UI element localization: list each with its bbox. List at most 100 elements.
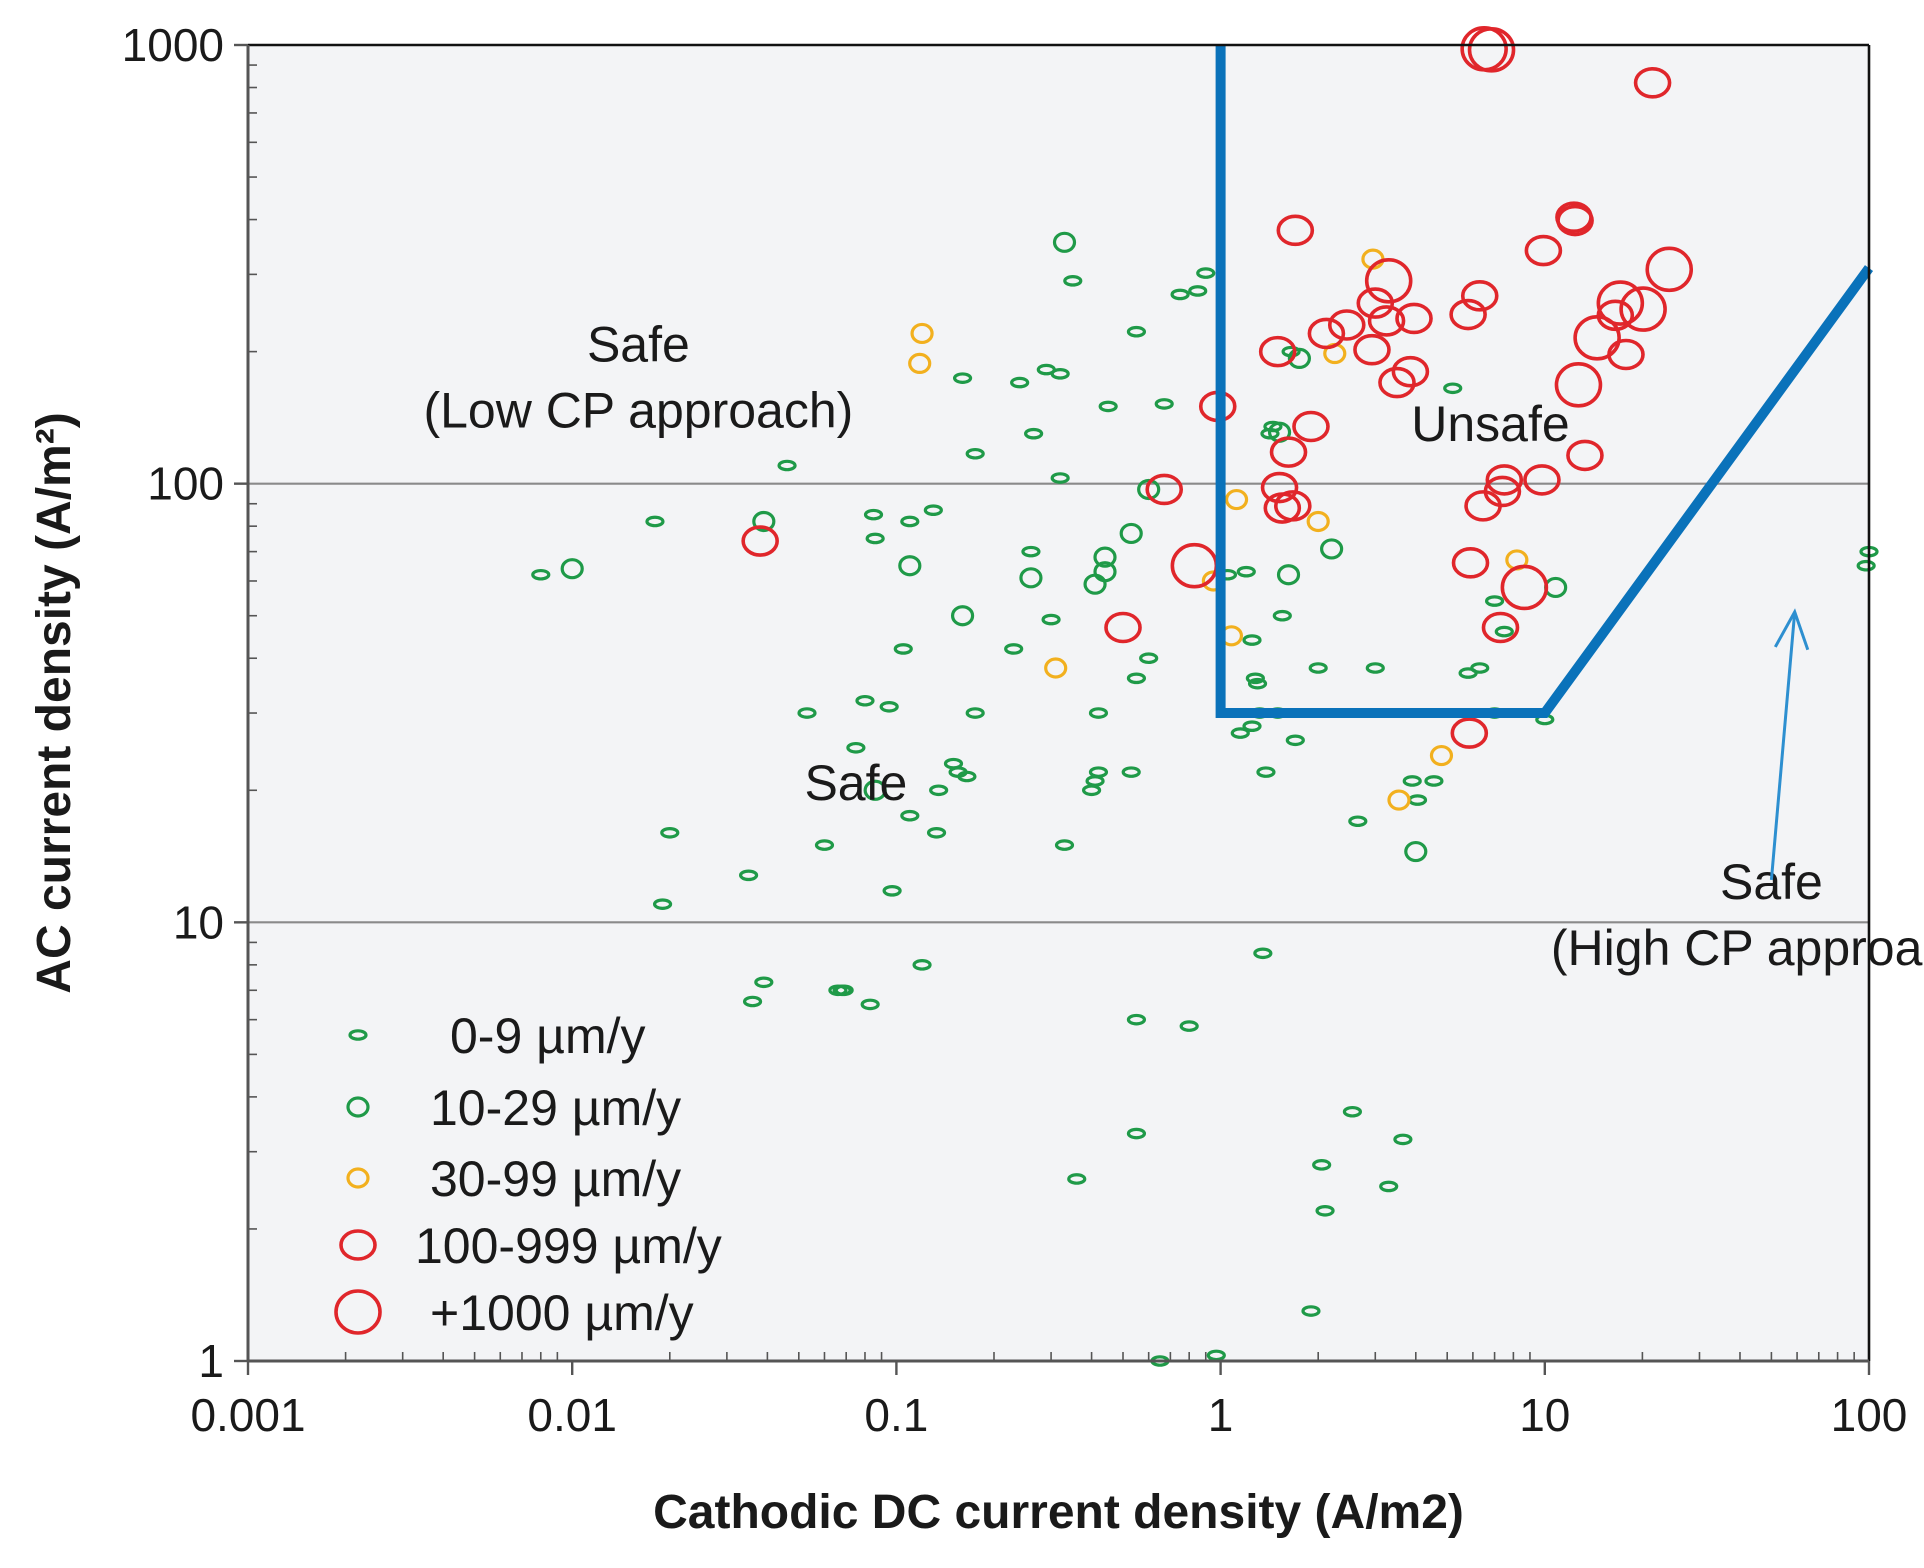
data-point-series-1	[742, 995, 763, 1008]
data-point-series-1	[1393, 1133, 1413, 1146]
data-point-series-1	[923, 504, 943, 516]
data-point-series-1	[879, 700, 899, 713]
region-label-safe-low-cp: (Low CP approach)	[423, 382, 853, 438]
data-point-series-1	[531, 568, 551, 581]
data-point-series-1	[1242, 634, 1262, 646]
data-point-series-1	[860, 998, 880, 1011]
data-point-series-2	[1119, 522, 1143, 545]
data-point-series-1	[965, 447, 985, 460]
data-point-series-4	[1378, 366, 1416, 399]
legend-marker	[346, 1096, 370, 1118]
boundary-line	[1215, 45, 1874, 718]
data-point-series-1	[1470, 662, 1490, 674]
data-point-series-1	[1856, 559, 1876, 572]
plot-area	[248, 45, 1869, 1361]
data-point-series-4	[1450, 717, 1489, 749]
data-point-series-1	[1054, 839, 1075, 851]
data-point-series-1	[846, 741, 866, 754]
data-point-series-5	[1645, 246, 1694, 293]
data-point-series-1	[1126, 672, 1147, 685]
data-point-series-1	[1126, 1127, 1147, 1140]
data-point-series-5	[1467, 27, 1516, 73]
data-point-series-1	[645, 515, 665, 528]
data-point-series-1	[1253, 947, 1273, 960]
data-point-series-4	[1449, 298, 1487, 331]
data-point-series-1	[1242, 720, 1262, 732]
data-point-series-4	[1451, 547, 1490, 579]
data-point-series-4	[1276, 214, 1315, 247]
y-tick-label: 1	[198, 1335, 224, 1387]
data-point-series-1	[660, 826, 680, 839]
data-point-series-2	[898, 555, 922, 577]
region-label-safe-middle: Safe	[804, 755, 907, 811]
data-point-series-4	[1260, 471, 1299, 504]
data-point-series-1	[652, 898, 673, 910]
data-point-series-1	[1121, 766, 1141, 778]
data-point-series-4	[1307, 317, 1346, 350]
legend-marker	[334, 1289, 382, 1335]
data-point-series-4	[1485, 464, 1524, 496]
data-point-series-1	[814, 839, 835, 851]
data-point-series-1	[1301, 1305, 1321, 1317]
data-point-series-2	[1404, 840, 1428, 863]
data-point-series-1	[1126, 1013, 1147, 1026]
x-tick-label: 0.001	[190, 1389, 305, 1441]
data-point-series-1	[1188, 285, 1208, 297]
data-point-series-1	[1196, 267, 1216, 279]
data-point-series-4	[1145, 473, 1184, 506]
data-point-series-2	[560, 558, 584, 580]
data-point-series-5	[1596, 280, 1645, 326]
data-point-series-1	[1348, 815, 1368, 828]
data-point-series-1	[900, 809, 920, 822]
legend-marker	[348, 1029, 368, 1041]
y-tick-label: 1000	[122, 19, 224, 71]
data-point-series-5	[1364, 258, 1413, 304]
data-point-series-1	[1010, 376, 1030, 389]
data-point-series-1	[1365, 662, 1385, 674]
x-axis-title: Cathodic DC current density (A/m2)	[653, 1486, 1464, 1539]
data-point-series-4	[1327, 309, 1366, 341]
data-point-series-2	[1093, 561, 1117, 583]
data-point-series-1	[754, 976, 774, 989]
data-point-series-4	[1481, 611, 1520, 644]
data-point-series-1	[1098, 400, 1118, 413]
data-point-series-1	[1484, 595, 1505, 607]
data-point-series-4	[1524, 234, 1563, 267]
legend-marker	[339, 1229, 377, 1261]
region-label-unsafe: Unsafe	[1411, 396, 1569, 452]
data-point-series-1	[1272, 609, 1292, 622]
data-point-series-1	[1050, 368, 1070, 380]
data-point-series-1	[1236, 565, 1256, 578]
data-point-series-5	[1573, 315, 1621, 361]
region-label-safe-low-cp: Safe	[587, 316, 690, 372]
data-point-series-1	[1285, 734, 1305, 747]
annotation-arrow-head	[1773, 608, 1810, 651]
data-point-series-1	[1063, 275, 1083, 287]
data-point-series-3	[1306, 510, 1330, 533]
legend-label: 10-29 µm/y	[430, 1080, 681, 1136]
data-point-series-1	[912, 959, 932, 971]
data-point-series-1	[1256, 766, 1276, 778]
data-point-series-1	[1088, 707, 1109, 719]
x-tick-label: 100	[1831, 1389, 1908, 1441]
data-point-series-1	[926, 826, 947, 839]
y-tick-label: 10	[173, 896, 224, 948]
data-point-series-3	[908, 352, 932, 375]
data-point-series-5	[1500, 564, 1549, 611]
data-point-series-4	[1104, 611, 1142, 644]
data-point-series-1	[1494, 625, 1514, 638]
data-point-series-4	[1258, 335, 1297, 368]
data-point-series-1	[777, 459, 797, 472]
data-point-series-4	[1353, 333, 1391, 366]
data-point-series-1	[965, 707, 985, 719]
data-point-series-4	[1367, 305, 1406, 337]
data-point-series-1	[865, 532, 885, 545]
data-point-series-1	[1024, 427, 1044, 440]
data-point-series-1	[1263, 420, 1283, 433]
data-point-series-1	[1088, 766, 1109, 778]
data-point-series-2	[1287, 347, 1311, 370]
data-point-series-1	[1424, 775, 1444, 787]
data-point-series-1	[1041, 613, 1061, 626]
data-point-series-1	[863, 508, 884, 521]
